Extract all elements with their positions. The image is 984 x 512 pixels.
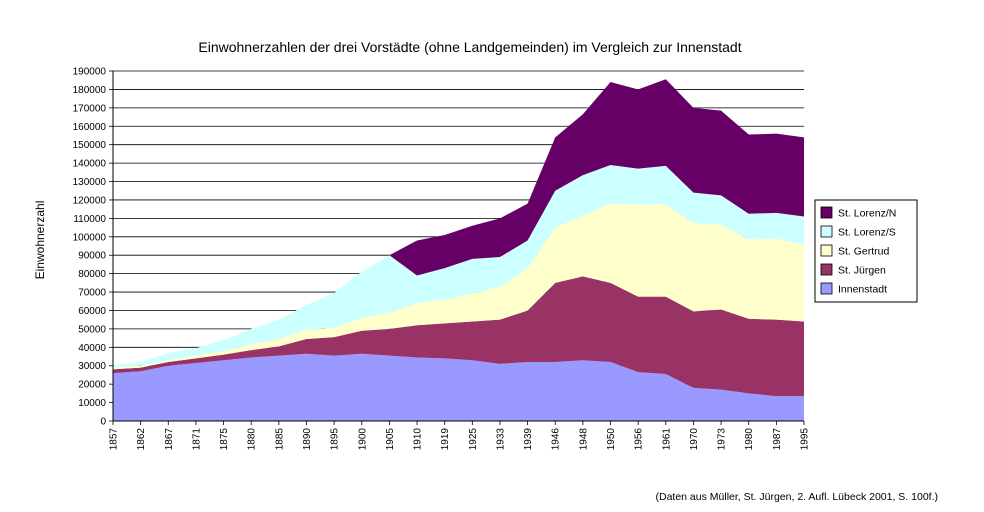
- x-tick-label: 1946: [551, 428, 562, 451]
- x-tick-label: 1970: [689, 428, 700, 451]
- y-tick-label: 180000: [73, 85, 107, 96]
- y-tick-label: 190000: [73, 67, 107, 78]
- x-tick-label: 1925: [468, 428, 479, 451]
- y-tick-label: 110000: [73, 214, 106, 225]
- y-tick-label: 10000: [78, 398, 106, 409]
- x-tick-label: 1956: [634, 428, 645, 451]
- x-tick-label: 1880: [247, 428, 258, 451]
- x-tick-label: 1867: [164, 428, 175, 451]
- legend-label-st-lorenz-n: St. Lorenz/N: [838, 208, 896, 220]
- x-tick-label: 1857: [109, 428, 120, 451]
- x-tick-label: 1973: [717, 428, 728, 451]
- legend-label-st-j-rgen: St. Jürgen: [838, 265, 886, 277]
- x-tick-label: 1890: [302, 428, 313, 451]
- y-tick-label: 0: [100, 417, 106, 428]
- y-tick-label: 160000: [73, 122, 107, 133]
- x-tick-label: 1933: [495, 428, 506, 451]
- y-tick-label: 130000: [73, 177, 107, 188]
- x-tick-label: 1875: [219, 428, 230, 451]
- legend-label-st-lorenz-s: St. Lorenz/S: [838, 227, 896, 239]
- y-tick-label: 90000: [78, 251, 106, 262]
- y-tick-label: 20000: [78, 380, 106, 391]
- y-tick-label: 50000: [78, 324, 106, 335]
- y-tick-label: 140000: [73, 159, 107, 170]
- x-tick-label: 1995: [800, 428, 811, 451]
- area-series: [113, 79, 804, 421]
- legend-label-st-gertrud: St. Gertrud: [838, 246, 890, 258]
- legend-swatch-innenstadt: [820, 282, 833, 295]
- source-note: (Daten aus Müller, St. Jürgen, 2. Aufl. …: [656, 491, 939, 503]
- legend-swatch-st-gertrud: [820, 244, 833, 257]
- y-tick-label: 100000: [73, 232, 107, 243]
- x-tick-label: 1871: [191, 428, 202, 451]
- area-st-lorenz-s: [113, 164, 804, 368]
- x-tick-label: 1980: [744, 428, 755, 451]
- x-tick-labels: 1857 1862 1867 1871 1875 1880 1885 1890 1895 1900…: [109, 421, 811, 450]
- area-innenstadt: [113, 353, 804, 421]
- y-tick-label: 60000: [78, 306, 106, 317]
- legend: St. Lorenz/N St. Lorenz/S St. Gertrud St. J…: [814, 199, 918, 303]
- y-tick-label: 150000: [73, 140, 107, 151]
- x-tick-label: 1961: [661, 428, 672, 451]
- x-tick-label: 1900: [357, 428, 368, 451]
- y-tick-label: 40000: [78, 343, 106, 354]
- legend-swatch-st-lorenz-s: [820, 225, 833, 238]
- area-st-lorenz-n: [113, 79, 804, 365]
- y-tick-labels: 0 10000 20000 30000 40000 50000 60000 70000 8000…: [73, 67, 113, 428]
- y-tick-label: 80000: [78, 269, 106, 280]
- x-tick-label: 1919: [440, 428, 451, 451]
- y-tick-label: 170000: [73, 103, 107, 114]
- x-tick-label: 1939: [523, 428, 534, 451]
- legend-swatch-st-j-rgen: [820, 263, 833, 276]
- x-tick-label: 1948: [578, 428, 589, 451]
- x-tick-label: 1950: [606, 428, 617, 451]
- y-axis-label: Einwohnerzahl: [33, 201, 47, 280]
- area-st-gertrud: [113, 203, 804, 370]
- area-st-j-rgen: [113, 276, 804, 397]
- x-tick-label: 1905: [385, 428, 396, 451]
- y-tick-label: 70000: [78, 288, 106, 299]
- y-tick-label: 120000: [73, 195, 107, 206]
- legend-swatch-st-lorenz-n: [820, 206, 833, 219]
- x-tick-label: 1885: [274, 428, 285, 451]
- x-tick-label: 1895: [330, 428, 341, 451]
- y-tick-label: 30000: [78, 361, 106, 372]
- axes: [112, 71, 804, 422]
- legend-label-innenstadt: Innenstadt: [838, 284, 887, 296]
- x-tick-label: 1987: [772, 428, 783, 451]
- x-tick-label: 1910: [413, 428, 424, 451]
- x-tick-label: 1862: [136, 428, 147, 451]
- chart-title: Einwohnerzahlen der drei Vorstädte (ohne…: [198, 39, 741, 55]
